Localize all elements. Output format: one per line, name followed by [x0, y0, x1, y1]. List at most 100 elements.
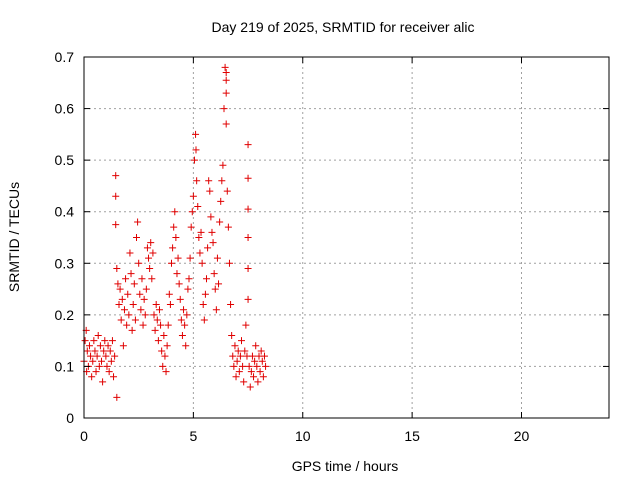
x-tick-label: 15 [404, 428, 420, 444]
data-point [182, 342, 190, 350]
data-point [181, 321, 189, 329]
data-point [112, 192, 120, 200]
data-point [91, 347, 99, 355]
data-point [131, 316, 139, 324]
data-point [175, 280, 183, 288]
data-point [124, 290, 132, 298]
data-point [225, 259, 233, 267]
data-point [87, 352, 95, 360]
data-point [210, 270, 218, 278]
data-point [239, 362, 247, 370]
data-point [200, 316, 208, 324]
data-point [201, 290, 209, 298]
data-point [164, 321, 172, 329]
data-point [234, 347, 242, 355]
data-point [81, 337, 89, 345]
data-point [252, 342, 260, 350]
data-point [246, 383, 254, 391]
data-point [215, 280, 223, 288]
data-point [259, 373, 267, 381]
data-point [195, 234, 203, 241]
data-point [220, 105, 228, 113]
data-point [90, 337, 98, 345]
data-point [222, 76, 230, 84]
data-point [232, 373, 240, 381]
data-point [133, 234, 140, 241]
data-point [106, 347, 114, 355]
data-point [197, 228, 205, 236]
y-tick-label: 0.6 [55, 101, 75, 117]
data-point [115, 301, 123, 309]
data-point [107, 357, 115, 365]
data-point [165, 290, 173, 298]
data-point [205, 177, 213, 185]
data-point [162, 368, 170, 376]
data-point [258, 357, 266, 365]
data-point [187, 223, 195, 231]
y-tick-label: 0.4 [55, 204, 75, 220]
data-point [253, 362, 261, 370]
data-point [157, 321, 165, 329]
data-point [114, 280, 122, 288]
data-point [94, 331, 102, 339]
data-point [218, 177, 226, 185]
data-point [219, 161, 227, 169]
data-point [95, 362, 103, 370]
data-point [257, 347, 265, 355]
plot-frame [83, 56, 610, 419]
data-point [102, 352, 110, 360]
data-point [169, 244, 177, 252]
data-point [241, 347, 249, 355]
data-point [183, 311, 191, 319]
data-point [244, 264, 252, 272]
data-point [112, 221, 120, 229]
data-point [143, 244, 151, 252]
data-point [147, 239, 155, 247]
data-point [112, 172, 120, 180]
data-point [262, 362, 270, 370]
data-point [177, 316, 185, 324]
data-point [185, 275, 193, 283]
data-point [180, 306, 188, 314]
data-point [130, 280, 138, 288]
data-point [127, 270, 135, 278]
data-point [184, 285, 192, 293]
data-point [186, 254, 194, 262]
x-tick-label: 10 [295, 428, 311, 444]
data-point [110, 373, 118, 381]
data-point [256, 368, 264, 376]
data-point [244, 174, 252, 182]
data-point [98, 357, 105, 365]
data-point [244, 295, 252, 303]
data-point [198, 259, 206, 267]
data-point [119, 342, 127, 350]
data-point [140, 295, 148, 303]
data-point [116, 285, 124, 293]
data-point [101, 337, 109, 345]
data-point [199, 301, 207, 309]
data-point [128, 326, 136, 334]
data-point [92, 368, 100, 376]
data-point [250, 373, 258, 381]
data-point [212, 306, 220, 314]
data-point [189, 192, 197, 200]
data-point [118, 295, 126, 303]
data-point [222, 120, 230, 128]
data-point [228, 331, 236, 339]
data-point [192, 130, 200, 138]
data-point [194, 203, 202, 211]
data-point [178, 331, 186, 339]
data-point [149, 249, 157, 257]
data-point [217, 197, 225, 205]
data-point [193, 177, 201, 185]
data-point [166, 301, 174, 309]
y-tick-label: 0 [66, 410, 74, 426]
data-point [105, 368, 113, 376]
data-point [151, 326, 159, 334]
data-point [152, 301, 160, 309]
data-point [136, 290, 144, 298]
data-point [233, 357, 241, 365]
data-point [209, 239, 217, 247]
data-point [138, 275, 146, 283]
data-point [204, 244, 212, 252]
